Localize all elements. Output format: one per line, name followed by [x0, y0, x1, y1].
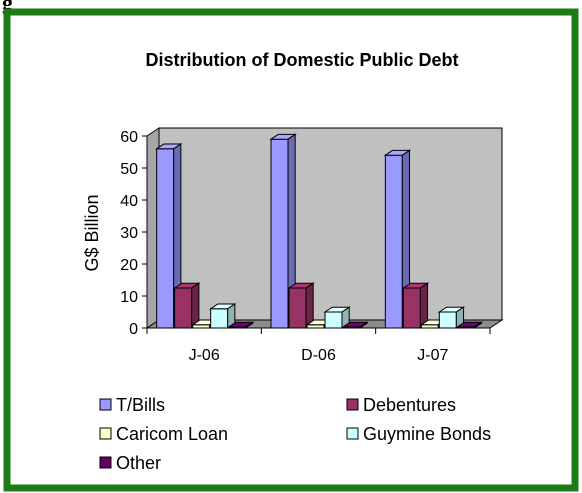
- figure-label-fragment: g: [2, 0, 13, 15]
- bar-front: [384, 154, 403, 329]
- bar-front: [210, 308, 229, 329]
- bar-front: [402, 287, 421, 329]
- bar-front: [288, 287, 307, 329]
- y-axis-label: G$ Billion: [82, 194, 102, 271]
- y-tick-label: 20: [120, 257, 138, 274]
- plot-back-wall: [158, 127, 503, 321]
- bar: [269, 133, 297, 329]
- bar-side: [473, 321, 483, 329]
- bar: [227, 321, 255, 329]
- legend-entry: T/Bills: [116, 395, 165, 415]
- legend-swatch: [99, 398, 112, 411]
- bar: [155, 143, 183, 329]
- bar-front: [324, 311, 343, 329]
- x-tick-label: J-07: [417, 347, 448, 364]
- bar-front: [156, 148, 175, 329]
- frame-border: [3, 8, 579, 492]
- y-tick-label: 50: [120, 161, 138, 178]
- bar-front: [270, 138, 289, 329]
- bar: [341, 321, 369, 329]
- bar: [455, 321, 484, 329]
- y-tick-label: 30: [120, 225, 138, 242]
- legend-entry: Guymine Bonds: [363, 424, 491, 444]
- legend-entry: Caricom Loan: [116, 424, 228, 444]
- y-tick-label: 40: [120, 193, 138, 210]
- legend-entry: Other: [116, 453, 161, 473]
- y-tick-label: 0: [129, 321, 138, 338]
- bar: [323, 306, 351, 329]
- chart-title: Distribution of Domestic Public Debt: [145, 50, 458, 70]
- bar: [209, 303, 237, 329]
- legend-swatch: [99, 427, 112, 440]
- bar-side: [245, 321, 254, 329]
- legend-entry: Debentures: [363, 395, 456, 415]
- bar: [401, 282, 430, 329]
- y-tick-label: 60: [120, 129, 138, 146]
- bar-front: [174, 287, 193, 329]
- legend-swatch: [99, 456, 112, 469]
- bar-side: [359, 321, 368, 329]
- bar: [437, 306, 466, 329]
- legend: T/Bills Debentures Caricom Loan Guymine Bon…: [99, 395, 491, 473]
- bar-front: [438, 311, 457, 329]
- legend-swatch: [346, 398, 359, 411]
- plot-area: 0 10 20 30 40 50 60 J-06 D-06 J-07: [120, 127, 504, 364]
- x-tick-label: D-06: [301, 347, 336, 364]
- legend-swatch: [346, 427, 359, 440]
- bar: [287, 282, 315, 329]
- bar: [173, 282, 201, 329]
- y-tick-label: 10: [120, 289, 138, 306]
- x-tick-label: J-06: [189, 347, 220, 364]
- bar: [383, 149, 412, 329]
